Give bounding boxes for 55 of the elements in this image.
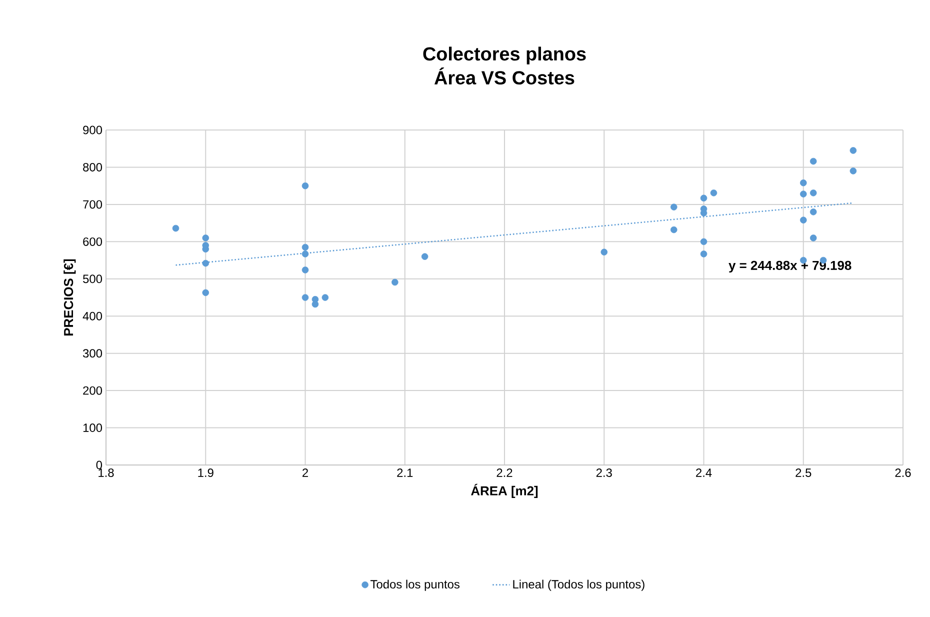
point	[202, 289, 210, 296]
point	[302, 250, 309, 258]
point	[700, 238, 708, 246]
point	[302, 182, 309, 190]
point	[670, 226, 678, 234]
x-tick-label: 2.6	[895, 468, 911, 477]
point	[600, 248, 608, 256]
point	[670, 204, 678, 210]
point	[810, 234, 817, 242]
point	[202, 234, 210, 242]
point	[421, 253, 428, 260]
x-tick-label: 2.2	[496, 468, 512, 477]
point	[302, 266, 309, 274]
x-axis-title: ÁREA [m2]	[471, 484, 538, 498]
point	[700, 194, 708, 202]
point	[302, 244, 309, 251]
y-axis-title: PRECIOS [€]	[64, 259, 76, 336]
point	[850, 147, 857, 154]
point	[850, 168, 857, 174]
point	[202, 260, 210, 267]
x-tick-label: 2.3	[596, 468, 612, 477]
y-tick-label: 800	[83, 162, 102, 172]
point	[700, 250, 708, 258]
x-tick-label: 1.9	[198, 468, 214, 477]
legend-label: Todos los puntos	[370, 580, 460, 591]
legend-label: Lineal (Todos los puntos)	[513, 580, 644, 591]
point	[392, 278, 398, 286]
y-tick-label: 500	[83, 274, 102, 284]
x-tick-label: 2.1	[397, 468, 413, 477]
x-tick-label: 2.4	[696, 468, 712, 477]
point	[172, 224, 180, 232]
point	[810, 208, 817, 216]
y-tick-label: 300	[82, 349, 102, 358]
point	[800, 190, 807, 198]
y-tick-label: 900	[83, 126, 102, 134]
point	[700, 210, 708, 216]
point	[800, 216, 807, 224]
point	[810, 158, 817, 165]
y-tick-label: 200	[83, 386, 102, 395]
chart-subtitle: Área VS Costes	[434, 68, 574, 85]
y-tick-label: 600	[83, 237, 102, 246]
chart-title: Colectores planos	[423, 46, 586, 64]
x-tick-label: 2	[302, 468, 308, 477]
y-tick-label: 700	[83, 200, 102, 209]
point	[810, 190, 817, 196]
point	[710, 190, 718, 196]
point	[302, 294, 309, 301]
x-tick-label: 1.8	[98, 468, 114, 477]
x-tick-label: 2.5	[796, 468, 812, 477]
y-tick-label: 400	[82, 312, 102, 320]
y-tick-label: 0	[96, 460, 102, 470]
point	[322, 294, 329, 301]
point	[800, 179, 807, 186]
y-tick-label: 100	[83, 424, 102, 432]
point	[312, 300, 319, 308]
